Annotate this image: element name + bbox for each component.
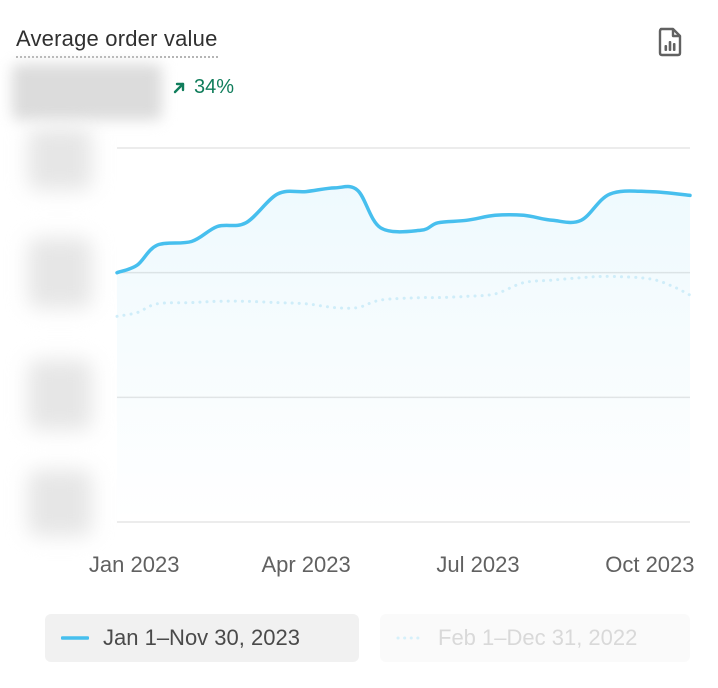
export-report-button[interactable] xyxy=(650,22,690,62)
legend-label-current: Jan 1–Nov 30, 2023 xyxy=(103,625,300,650)
y-tick-redacted xyxy=(28,128,92,190)
report-icon xyxy=(658,27,682,57)
x-tick-label: Jul 2023 xyxy=(436,552,519,577)
metric-value-redacted xyxy=(12,64,162,120)
series-area-current xyxy=(117,186,690,522)
metric-title[interactable]: Average order value xyxy=(16,26,218,58)
legend-label-previous: Feb 1–Dec 31, 2022 xyxy=(438,625,638,650)
y-tick-redacted xyxy=(28,360,92,430)
change-percentage: 34% xyxy=(194,76,235,98)
change-indicator: 34% xyxy=(172,76,234,99)
y-tick-redacted xyxy=(28,470,92,536)
dotted-line-swatch xyxy=(396,636,424,640)
series-line-current xyxy=(115,184,692,275)
legend-item-current-period[interactable]: Jan 1–Nov 30, 2023 xyxy=(45,614,359,662)
line-chart: Jan 2023 Apr 2023 Jul 2023 Oct 2023 xyxy=(89,147,695,577)
y-tick-redacted xyxy=(28,238,92,308)
x-tick-label: Apr 2023 xyxy=(261,552,350,577)
arrow-up-right-icon xyxy=(173,82,185,93)
series-line-previous xyxy=(115,274,692,318)
x-tick-label: Oct 2023 xyxy=(605,552,694,577)
legend-item-previous-period[interactable]: Feb 1–Dec 31, 2022 xyxy=(380,614,690,662)
solid-line-swatch xyxy=(61,636,89,640)
x-tick-label: Jan 2023 xyxy=(89,552,180,577)
